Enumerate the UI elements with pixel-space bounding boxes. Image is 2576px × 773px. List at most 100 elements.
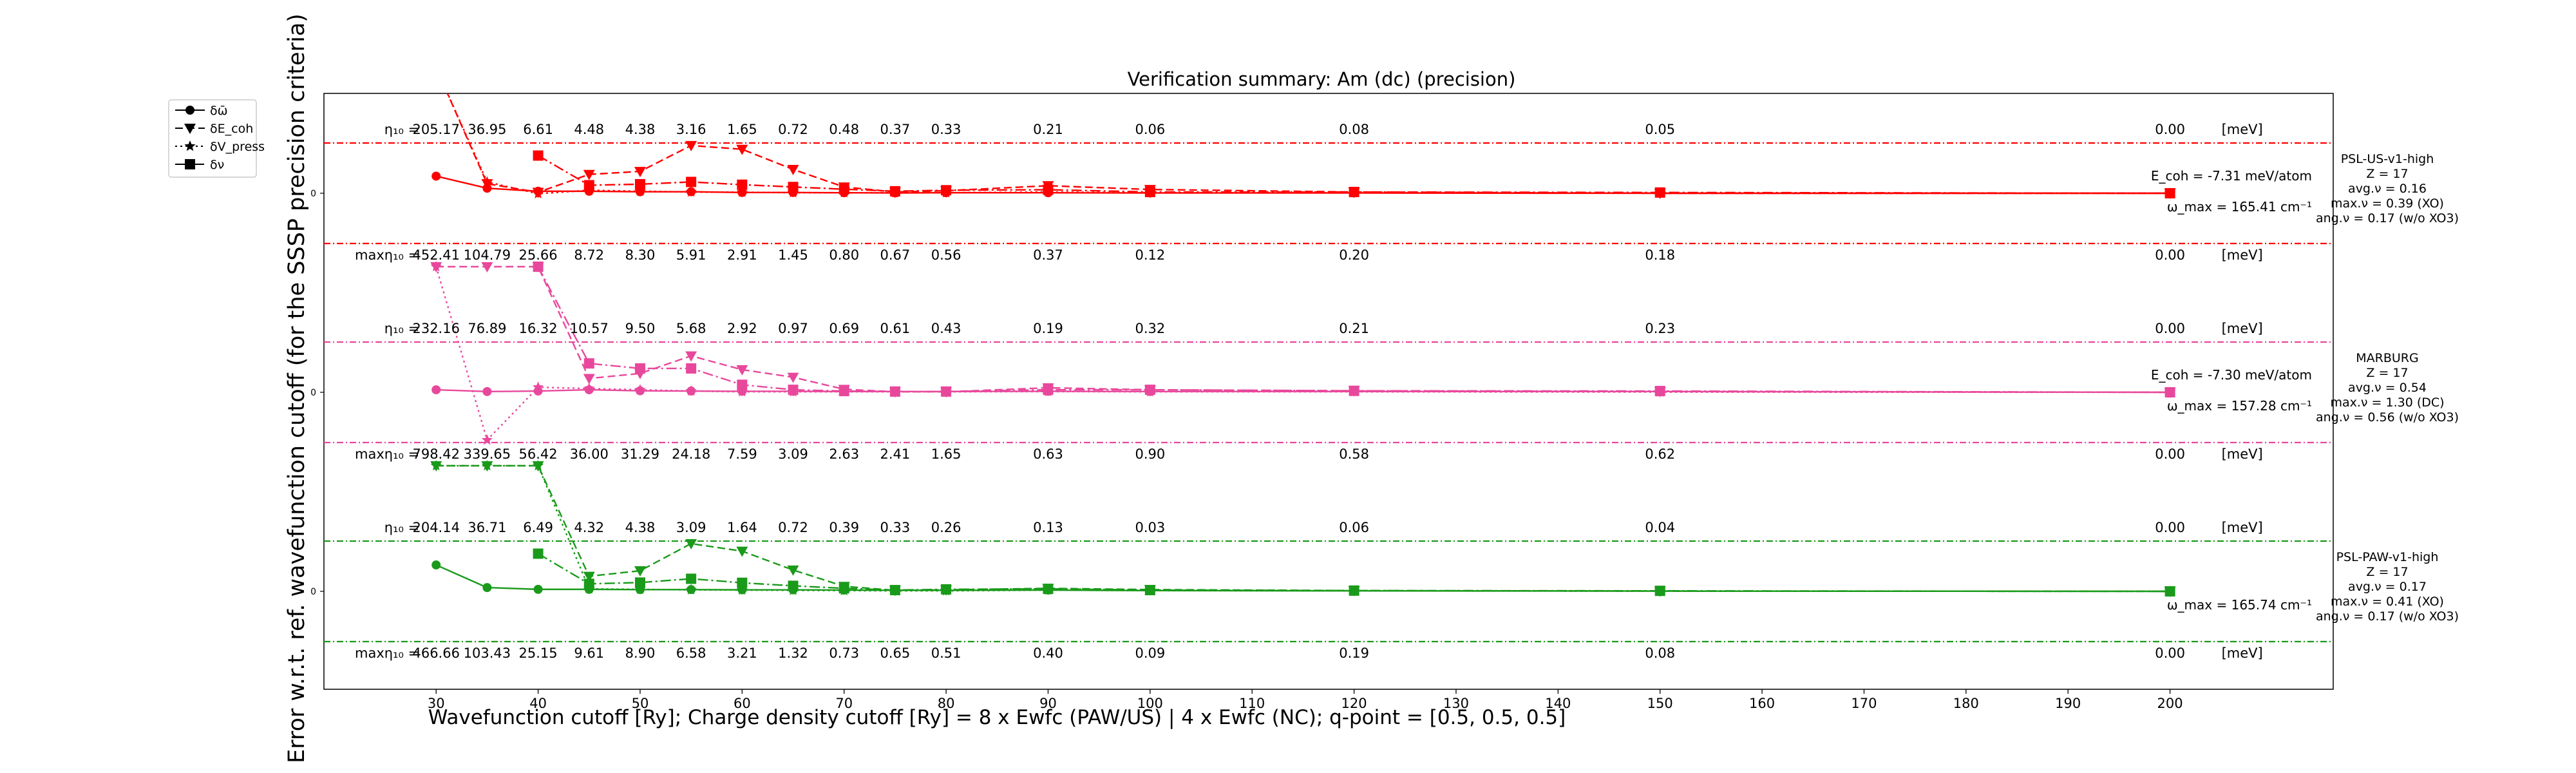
data-point (2164, 188, 2175, 198)
max-eta-value: 0.51 (931, 645, 961, 661)
max-eta-value: 0.67 (880, 247, 911, 263)
series-line-3 (537, 266, 2170, 394)
data-point (533, 187, 544, 199)
max-eta-value: 0.90 (1135, 446, 1165, 462)
data-point (685, 186, 697, 197)
data-point (634, 384, 646, 395)
x-tick-label: 180 (1953, 696, 1979, 711)
max-eta-value: 25.66 (519, 247, 558, 263)
data-point (1144, 385, 1155, 396)
data-point (481, 460, 493, 471)
data-point (686, 177, 697, 187)
legend-box (168, 99, 257, 178)
x-tick-label: 90 (1039, 696, 1057, 711)
max-eta-value: 0.00 (2155, 446, 2185, 462)
data-point (889, 186, 900, 196)
max-eta-value: 0.73 (829, 645, 859, 661)
x-tick-label: 80 (938, 696, 955, 711)
x-tick-label: 120 (1341, 696, 1367, 711)
eta-value: 0.13 (1033, 520, 1063, 535)
data-point (533, 381, 544, 392)
data-point (788, 385, 799, 396)
data-point (889, 386, 900, 397)
plot-frame (323, 93, 2334, 690)
eta-value: 0.26 (931, 520, 961, 535)
max-eta-value: 0.37 (1033, 247, 1063, 263)
data-point (2164, 586, 2175, 596)
data-point (737, 179, 748, 190)
eta-value: 0.06 (1135, 122, 1165, 137)
pseudo-info-line: ang.ν = 0.56 (w/o XO3) (2316, 410, 2459, 425)
data-point (481, 262, 493, 272)
series-line-2 (435, 266, 2170, 442)
data-point (634, 167, 646, 178)
max-eta-unit: [meV] (2222, 645, 2263, 661)
eta-value: 205.17 (412, 122, 459, 137)
eta-value: 0.23 (1645, 321, 1675, 336)
data-point (685, 385, 697, 396)
eta-value: 0.21 (1033, 122, 1063, 137)
eta-value: 0.69 (829, 321, 859, 336)
eta-value: 0.21 (1339, 321, 1369, 336)
eta-value: 6.49 (523, 520, 553, 535)
panel-psl-paw-v1-high: 0 204.14 36.71 6.49 4.32 4.38 3.09 1.64 0.72 0.39… (310, 460, 2459, 661)
pseudo-info-line: MARBURG (2356, 351, 2418, 365)
x-tick-label: 140 (1545, 696, 1571, 711)
eta-value: 3.09 (676, 520, 706, 535)
eta-value: 0.48 (829, 122, 859, 137)
series-line-0 (436, 388, 2170, 394)
series-line-3 (537, 155, 2170, 195)
legend: δω̄ δE_coh δV_press δν (168, 99, 265, 178)
data-point (787, 372, 799, 383)
x-tick-label: 190 (2055, 696, 2081, 711)
pseudo-info-line: Z = 17 (2366, 167, 2408, 181)
data-point (185, 159, 195, 169)
max-eta-value: 0.12 (1135, 247, 1165, 263)
eta-value: 16.32 (519, 321, 558, 336)
data-point (481, 176, 493, 187)
legend-label: δν (210, 158, 224, 172)
y-zero-label: 0 (310, 388, 316, 398)
data-point (1349, 585, 1359, 596)
panel-marburg: 0 232.16 76.89 16.32 10.57 9.50 5.68 2.92 0.97 0.… (310, 261, 2459, 462)
eta-value: 0.32 (1135, 321, 1165, 336)
pseudo-info-line: avg.ν = 0.54 (2348, 381, 2427, 395)
data-point (1144, 187, 1155, 198)
data-point (737, 577, 748, 588)
data-point (941, 185, 952, 196)
eta-value: 4.48 (574, 122, 604, 137)
data-point (1043, 385, 1054, 396)
data-point (685, 584, 697, 595)
x-tick-label: 150 (1647, 696, 1673, 711)
data-point (788, 580, 799, 591)
data-point (1349, 187, 1359, 198)
data-point (430, 460, 442, 471)
ecoh-annotation: E_coh = -7.31 meV/atom (2151, 168, 2312, 184)
data-point (634, 577, 645, 588)
max-eta-value: 104.79 (464, 247, 511, 263)
max-eta-value: 0.09 (1135, 645, 1165, 661)
series-line-1 (446, 93, 2170, 195)
eta-value: 6.61 (523, 122, 553, 137)
eta-unit: [meV] (2222, 520, 2263, 535)
max-eta-value: 0.19 (1339, 645, 1369, 661)
omega-annotation: ω_max = 157.28 cm⁻¹ (2167, 398, 2312, 414)
data-point (634, 178, 645, 189)
eta-value: 5.68 (676, 321, 706, 336)
pseudo-info-line: PSL-US-v1-high (2341, 152, 2434, 166)
max-eta-value: 0.08 (1645, 645, 1675, 661)
eta-value: 3.16 (676, 122, 706, 137)
data-point (583, 571, 595, 582)
data-point (1144, 585, 1155, 596)
x-axis-label: Wavefunction cutoff [Ry]; Charge density… (428, 706, 1566, 729)
data-point (686, 363, 697, 374)
data-point (1654, 586, 1665, 596)
data-point (838, 386, 849, 397)
max-eta-value: 24.18 (672, 446, 710, 462)
eta-value: 0.72 (778, 122, 808, 137)
x-tick-label: 130 (1443, 696, 1469, 711)
max-eta-prefix: maxη₁₀ = (355, 446, 419, 462)
max-eta-value: 0.56 (931, 247, 961, 263)
max-eta-value: 7.59 (727, 446, 757, 462)
